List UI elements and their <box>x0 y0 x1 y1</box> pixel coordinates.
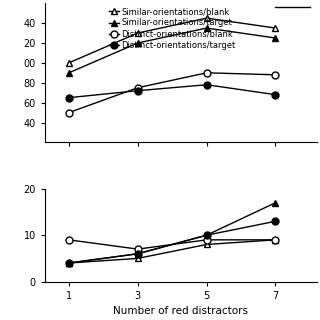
Distinct-orientations/target <box>274 93 277 97</box>
Distinct-orientations/target <box>67 96 71 100</box>
Similar-orientations/blank <box>274 26 277 30</box>
Similar-orientations/target <box>205 26 209 30</box>
Line: Similar-orientations/target: Similar-orientations/target <box>65 25 279 76</box>
Similar-orientations/target <box>274 36 277 40</box>
Distinct-orientations/blank <box>136 86 140 90</box>
Legend: Similar-orientations/blank, Similar-orientations/target, Distinct-orientations/b: Similar-orientations/blank, Similar-orie… <box>109 7 236 50</box>
Distinct-orientations/blank <box>205 71 209 75</box>
Distinct-orientations/blank <box>67 111 71 115</box>
Line: Similar-orientations/blank: Similar-orientations/blank <box>65 15 279 66</box>
Similar-orientations/target <box>67 71 71 75</box>
X-axis label: Number of red distractors: Number of red distractors <box>113 306 248 316</box>
Line: Distinct-orientations/blank: Distinct-orientations/blank <box>65 69 279 116</box>
Line: Distinct-orientations/target: Distinct-orientations/target <box>65 81 279 101</box>
Similar-orientations/blank <box>136 31 140 35</box>
Distinct-orientations/target <box>136 89 140 92</box>
Distinct-orientations/target <box>205 83 209 87</box>
Distinct-orientations/blank <box>274 73 277 77</box>
Similar-orientations/target <box>136 41 140 45</box>
Similar-orientations/blank <box>205 16 209 20</box>
Similar-orientations/blank <box>67 61 71 65</box>
